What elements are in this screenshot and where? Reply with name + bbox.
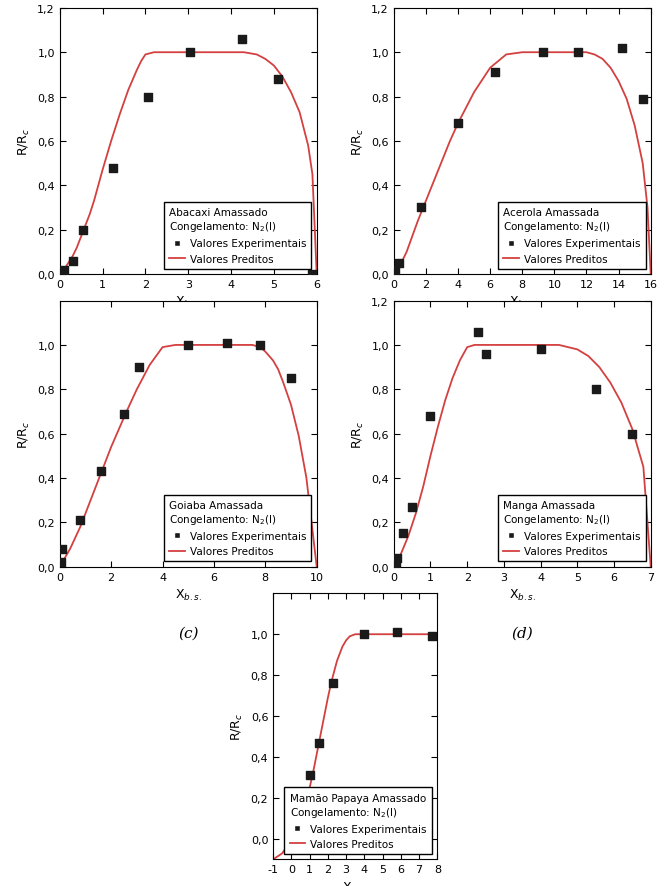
Point — [67, 254, 78, 268]
Point — [96, 464, 106, 478]
Point — [222, 336, 232, 350]
Point — [453, 117, 463, 131]
X-axis label: X$_{b.s.}$: X$_{b.s.}$ — [342, 880, 369, 886]
Point — [185, 46, 196, 60]
X-axis label: X$_{b.s.}$: X$_{b.s.}$ — [175, 295, 202, 310]
Point — [616, 42, 627, 56]
Text: (b): (b) — [511, 333, 533, 347]
Point — [590, 383, 601, 397]
Legend: Valores Experimentais, Valores Preditos: Valores Experimentais, Valores Preditos — [164, 495, 311, 562]
Point — [56, 556, 66, 570]
Point — [416, 201, 426, 215]
Legend: Valores Experimentais, Valores Preditos: Valores Experimentais, Valores Preditos — [164, 203, 311, 269]
Point — [535, 343, 546, 357]
Point — [313, 735, 324, 750]
Point — [298, 793, 309, 807]
Point — [119, 407, 129, 421]
Point — [75, 513, 86, 527]
Point — [390, 558, 401, 572]
Point — [573, 46, 584, 60]
Point — [393, 257, 404, 271]
Point — [627, 427, 637, 441]
Point — [287, 832, 297, 846]
Point — [273, 73, 284, 87]
Y-axis label: R/R$_c$: R/R$_c$ — [351, 420, 366, 448]
Point — [392, 551, 403, 565]
Point — [134, 361, 145, 375]
Point — [57, 542, 68, 556]
Y-axis label: R/R$_c$: R/R$_c$ — [230, 712, 245, 741]
Point — [286, 371, 296, 385]
Point — [390, 263, 400, 277]
Point — [255, 338, 266, 353]
Point — [293, 818, 304, 832]
Point — [290, 818, 300, 832]
Point — [489, 66, 500, 81]
Point — [183, 338, 193, 353]
X-axis label: X$_{b.s.}$: X$_{b.s.}$ — [509, 295, 536, 310]
Y-axis label: R/R$_c$: R/R$_c$ — [17, 128, 32, 156]
Point — [58, 263, 69, 277]
Text: (c): (c) — [178, 626, 199, 640]
Point — [426, 629, 437, 643]
Point — [407, 500, 418, 514]
Point — [473, 325, 483, 339]
Point — [288, 820, 299, 834]
Point — [236, 33, 247, 47]
X-axis label: X$_{b.s.}$: X$_{b.s.}$ — [509, 587, 536, 602]
Point — [304, 768, 315, 782]
Point — [328, 677, 339, 691]
Y-axis label: R/R$_c$: R/R$_c$ — [351, 128, 366, 156]
Y-axis label: R/R$_c$: R/R$_c$ — [17, 420, 32, 448]
Point — [307, 268, 318, 282]
Point — [78, 223, 88, 237]
Legend: Valores Experimentais, Valores Preditos: Valores Experimentais, Valores Preditos — [284, 788, 432, 854]
Point — [392, 626, 402, 640]
Legend: Valores Experimentais, Valores Preditos: Valores Experimentais, Valores Preditos — [498, 203, 645, 269]
X-axis label: X$_{b.s.}$: X$_{b.s.}$ — [175, 587, 202, 602]
Point — [359, 627, 370, 641]
Point — [538, 46, 548, 60]
Point — [637, 93, 648, 107]
Text: (a): (a) — [178, 333, 199, 347]
Point — [480, 347, 491, 361]
Text: (d): (d) — [511, 626, 533, 640]
Point — [142, 90, 153, 105]
Point — [398, 526, 408, 540]
Point — [425, 409, 436, 424]
Legend: Valores Experimentais, Valores Preditos: Valores Experimentais, Valores Preditos — [498, 495, 645, 562]
Point — [108, 161, 119, 175]
